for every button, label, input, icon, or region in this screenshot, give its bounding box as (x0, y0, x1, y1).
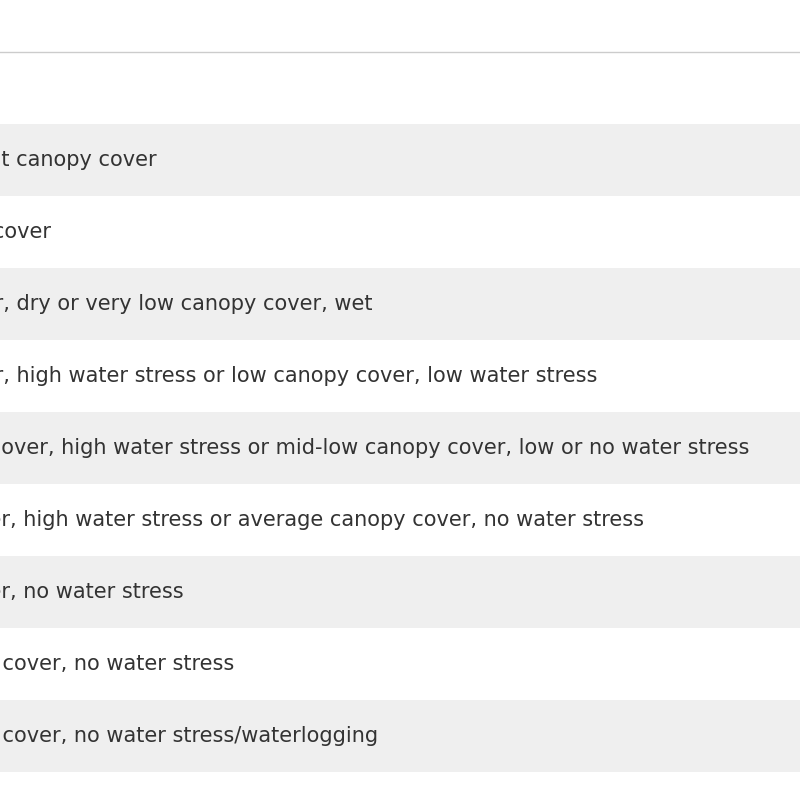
Bar (0, 124, 800, 196)
Bar (0, 268, 800, 340)
Bar (0, 196, 800, 268)
Text: Low canopy cover, dry or very low canopy cover, wet: Low canopy cover, dry or very low canopy… (0, 294, 373, 314)
Text: Very low or absent canopy cover: Very low or absent canopy cover (0, 150, 157, 170)
Text: Very high canopy cover, no water stress: Very high canopy cover, no water stress (0, 654, 234, 674)
Bar (0, 556, 800, 628)
Bar (0, 700, 800, 772)
Bar (0, 340, 800, 412)
Text: High canopy cover, high water stress or average canopy cover, no water stress: High canopy cover, high water stress or … (0, 510, 644, 530)
Bar (0, 628, 800, 700)
Text: Average canopy cover, high water stress or mid-low canopy cover, low or no water: Average canopy cover, high water stress … (0, 438, 750, 458)
Bar (0, 412, 800, 484)
Text: Low canopy cover, high water stress or low canopy cover, low water stress: Low canopy cover, high water stress or l… (0, 366, 598, 386)
Text: High canopy cover, no water stress: High canopy cover, no water stress (0, 582, 184, 602)
Text: Very low canopy cover: Very low canopy cover (0, 222, 51, 242)
Bar (0, 52, 800, 124)
Bar (0, 0, 800, 52)
Bar (0, 484, 800, 556)
Text: Very high canopy cover, no water stress/waterlogging: Very high canopy cover, no water stress/… (0, 726, 378, 746)
